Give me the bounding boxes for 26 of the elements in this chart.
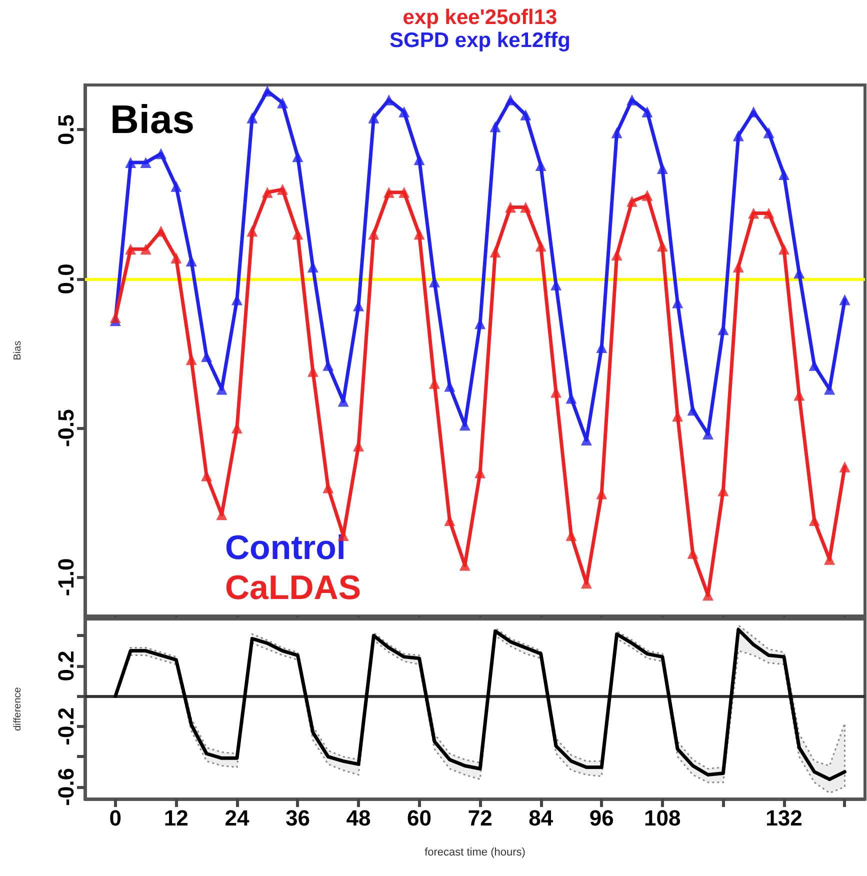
x-tick-label: 48: [346, 806, 371, 830]
x-tick-label: 84: [528, 806, 554, 830]
y-tick-label: 0.0: [54, 264, 78, 294]
x-tick-label: 132: [766, 806, 802, 830]
x-tick-label: 12: [164, 806, 188, 830]
y-tick-label: 0.5: [54, 114, 78, 146]
x-tick-label: 24: [224, 806, 250, 830]
annotation: Bias: [110, 98, 194, 142]
y-tick-label: -1.0: [54, 558, 78, 596]
y-tick-label: 0.2: [54, 650, 78, 682]
x-tick-label: 60: [407, 806, 432, 830]
text: Control: [225, 529, 346, 567]
y-axis-title: Bias: [12, 340, 24, 360]
y-tick-label: -0.2: [54, 707, 78, 746]
y-tick-label: -0.6: [54, 768, 78, 806]
x-tick-label: 36: [285, 806, 310, 830]
chart-subtitle: SGPD exp ke12ffg: [390, 29, 570, 52]
x-tick-label: 108: [644, 806, 681, 830]
x-axis-title: forecast time (hours): [424, 846, 526, 858]
x-tick-label: 96: [589, 806, 614, 830]
x-tick-label: 0: [109, 806, 122, 830]
chart-title: exp kee'25ofl13: [402, 6, 558, 29]
x-tick-label: 72: [468, 806, 492, 830]
y-tick-label: -0.5: [54, 409, 78, 448]
series-label: CaLDAS: [225, 569, 362, 607]
y-axis-title: difference: [12, 686, 24, 731]
